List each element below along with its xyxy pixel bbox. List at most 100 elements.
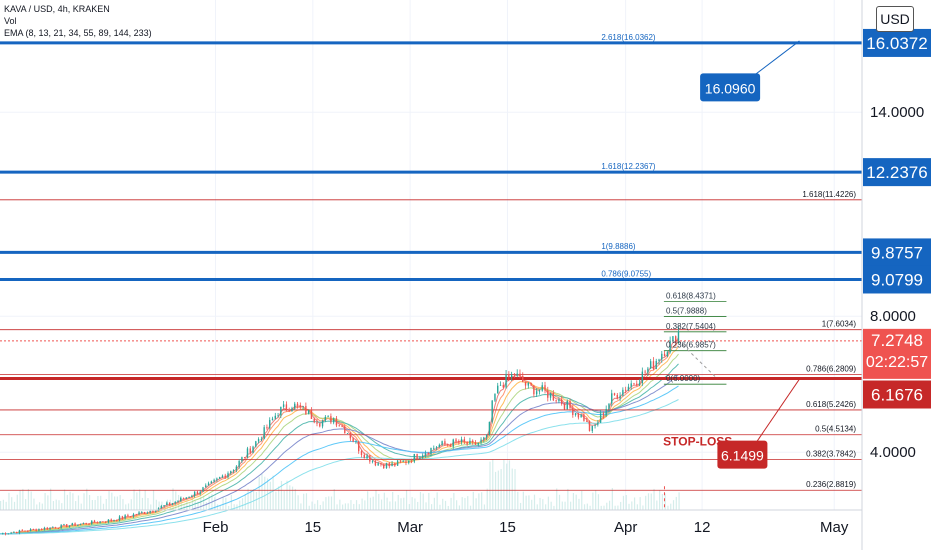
volume-bar — [83, 493, 85, 510]
candle-body — [91, 520, 93, 525]
volume-bar — [461, 497, 463, 510]
candle-body — [666, 352, 669, 357]
candle-body — [446, 444, 449, 445]
candle-body — [449, 444, 452, 447]
red-level-badge — [863, 380, 931, 409]
candle-body — [366, 455, 368, 459]
volume-bar — [41, 503, 43, 510]
candle-body — [46, 527, 48, 530]
candle-body — [488, 421, 491, 435]
volume-bar — [522, 491, 524, 510]
blue-level-badge — [863, 238, 931, 267]
volume-bar — [617, 505, 619, 510]
candle-body — [66, 524, 68, 528]
candle-body — [338, 425, 340, 427]
candle-body — [232, 469, 235, 471]
candle-body — [166, 502, 168, 506]
ema-line — [0, 363, 679, 535]
ema-legend: EMA (8, 13, 21, 34, 55, 89, 144, 233) — [4, 28, 152, 38]
currency-selector-button[interactable]: USD — [876, 6, 914, 32]
volume-bar — [592, 492, 594, 510]
volume-bar — [428, 492, 430, 510]
volume-bar — [264, 476, 266, 510]
volume-bar — [583, 504, 586, 510]
blue-level-badge — [863, 28, 931, 57]
candle-body — [63, 524, 65, 526]
candle-body — [124, 515, 126, 519]
volume-bar — [228, 505, 230, 510]
candle-body — [74, 523, 76, 526]
volume-bar — [595, 490, 597, 510]
volume-bar — [394, 501, 397, 510]
candle-body — [216, 478, 218, 480]
volume-bar — [511, 468, 513, 510]
volume-bar — [300, 503, 302, 510]
candle-body — [168, 502, 171, 505]
chart-legend: KAVA / USD, 4h, KRAKEN Vol EMA (8, 13, 2… — [4, 3, 152, 39]
target-callout-label: 16.0960 — [705, 80, 756, 96]
candle-body — [622, 389, 624, 396]
candle-body — [82, 522, 85, 524]
candle-body — [661, 353, 663, 360]
candle-body — [502, 384, 504, 388]
volume-bar — [556, 488, 558, 510]
volume-bar — [656, 500, 658, 510]
volume-bar — [572, 492, 575, 510]
candle-body — [663, 353, 666, 357]
candle-body — [321, 420, 324, 427]
candle-body — [107, 519, 110, 523]
volume-bar — [425, 502, 427, 510]
ema-line — [0, 399, 679, 535]
volume-bar — [130, 499, 132, 510]
volume-bar — [397, 494, 399, 510]
candle-body — [535, 391, 538, 395]
volume-bar — [414, 498, 416, 510]
candle-body — [79, 523, 82, 525]
volume-bar — [127, 503, 130, 510]
current-price-badge — [863, 328, 931, 379]
volume-bar — [133, 489, 135, 510]
candle-body — [249, 448, 251, 453]
candle-body — [430, 447, 432, 455]
volume-bar — [600, 505, 602, 510]
candle-body — [174, 501, 176, 504]
candle-body — [649, 361, 652, 369]
volume-bar — [486, 488, 488, 510]
candle-body — [218, 477, 221, 479]
volume-bar — [358, 504, 360, 510]
volume-bar — [197, 501, 199, 510]
candle-body — [224, 475, 226, 478]
candle-body — [355, 441, 357, 443]
volume-bar — [581, 490, 583, 510]
ema-line — [0, 340, 679, 535]
volume-bar — [372, 496, 374, 510]
candle-body — [541, 385, 543, 391]
candle-body — [594, 424, 596, 426]
candle-body — [263, 427, 265, 439]
candle-body — [43, 527, 46, 530]
candle-body — [499, 384, 502, 386]
candle-body — [627, 386, 630, 391]
volume-bar — [536, 504, 538, 510]
candle-body — [27, 531, 29, 532]
x-tick-label: 15 — [499, 519, 516, 536]
blue-level-badge — [863, 265, 931, 294]
candle-body — [152, 510, 154, 512]
candle-body — [608, 403, 610, 410]
fib-red-label: 1.618(11.4226) — [802, 190, 856, 199]
y-tick-label: 8.0000 — [870, 308, 916, 325]
candle-body — [549, 393, 552, 398]
candle-body — [38, 529, 40, 531]
volume-bar — [50, 488, 52, 510]
volume-bar — [467, 496, 469, 510]
volume-bar — [361, 498, 363, 510]
candle-body — [458, 441, 460, 443]
candle-body — [177, 501, 179, 502]
candle-body — [527, 382, 530, 386]
volume-bar — [122, 499, 124, 510]
stop-callout-box — [717, 440, 768, 469]
candle-body — [99, 521, 101, 523]
candle-body — [113, 520, 115, 521]
volume-bar — [633, 497, 636, 510]
